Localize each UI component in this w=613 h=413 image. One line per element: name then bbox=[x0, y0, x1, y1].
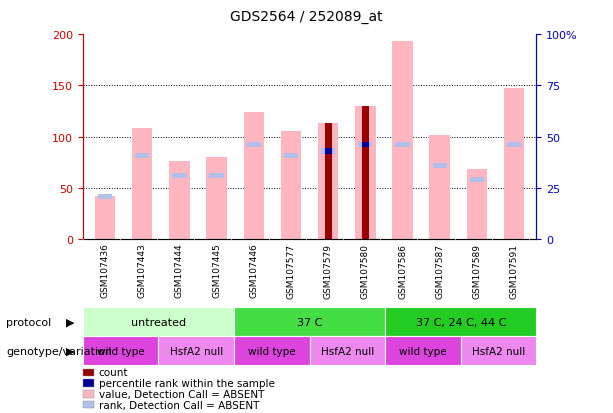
Text: rank, Detection Call = ABSENT: rank, Detection Call = ABSENT bbox=[99, 400, 259, 410]
Text: GSM107445: GSM107445 bbox=[212, 243, 221, 297]
Bar bbox=[169, 162, 189, 240]
Bar bbox=[210, 173, 224, 179]
Text: wild type: wild type bbox=[399, 346, 447, 356]
Text: ▶: ▶ bbox=[66, 317, 75, 327]
Bar bbox=[98, 194, 112, 199]
Text: 37 C, 24 C, 44 C: 37 C, 24 C, 44 C bbox=[416, 317, 506, 327]
Bar bbox=[392, 42, 413, 240]
Text: genotype/variation: genotype/variation bbox=[6, 346, 112, 356]
Text: untreated: untreated bbox=[131, 317, 186, 327]
Bar bbox=[507, 143, 521, 148]
Bar bbox=[504, 89, 524, 240]
Text: GSM107444: GSM107444 bbox=[175, 243, 184, 297]
Bar bbox=[362, 107, 369, 240]
Bar bbox=[321, 149, 335, 154]
Text: GSM107577: GSM107577 bbox=[286, 243, 295, 298]
Bar bbox=[395, 143, 409, 148]
Bar bbox=[466, 170, 487, 240]
Text: GSM107587: GSM107587 bbox=[435, 243, 444, 298]
Bar bbox=[172, 173, 186, 179]
Text: GSM107436: GSM107436 bbox=[101, 243, 110, 298]
Text: count: count bbox=[99, 368, 128, 377]
Bar bbox=[324, 124, 332, 240]
Text: HsfA2 null: HsfA2 null bbox=[472, 346, 525, 356]
Text: value, Detection Call = ABSENT: value, Detection Call = ABSENT bbox=[99, 389, 264, 399]
Text: GSM107579: GSM107579 bbox=[324, 243, 333, 298]
Bar bbox=[470, 178, 484, 183]
Bar bbox=[243, 113, 264, 240]
Bar bbox=[284, 153, 298, 158]
Bar bbox=[135, 153, 150, 158]
Text: GSM107443: GSM107443 bbox=[138, 243, 147, 297]
Text: GSM107446: GSM107446 bbox=[249, 243, 258, 297]
Bar bbox=[355, 107, 376, 240]
Text: ▶: ▶ bbox=[66, 346, 75, 356]
Text: HsfA2 null: HsfA2 null bbox=[321, 346, 374, 356]
Text: GDS2564 / 252089_at: GDS2564 / 252089_at bbox=[230, 10, 383, 24]
Bar bbox=[95, 197, 115, 240]
Text: GSM107580: GSM107580 bbox=[361, 243, 370, 298]
Bar bbox=[132, 129, 153, 240]
Text: GSM107589: GSM107589 bbox=[473, 243, 481, 298]
Text: wild type: wild type bbox=[97, 346, 145, 356]
Bar bbox=[318, 124, 338, 240]
Text: HsfA2 null: HsfA2 null bbox=[170, 346, 223, 356]
Text: GSM107591: GSM107591 bbox=[509, 243, 519, 298]
Bar bbox=[430, 135, 450, 240]
Text: wild type: wild type bbox=[248, 346, 295, 356]
Bar bbox=[207, 158, 227, 240]
Text: protocol: protocol bbox=[6, 317, 51, 327]
Bar bbox=[281, 131, 301, 240]
Bar bbox=[324, 149, 332, 154]
Text: GSM107586: GSM107586 bbox=[398, 243, 407, 298]
Bar bbox=[433, 164, 447, 169]
Bar bbox=[362, 143, 369, 148]
Bar bbox=[246, 143, 261, 148]
Bar bbox=[358, 143, 373, 148]
Text: percentile rank within the sample: percentile rank within the sample bbox=[99, 378, 275, 388]
Text: 37 C: 37 C bbox=[297, 317, 322, 327]
